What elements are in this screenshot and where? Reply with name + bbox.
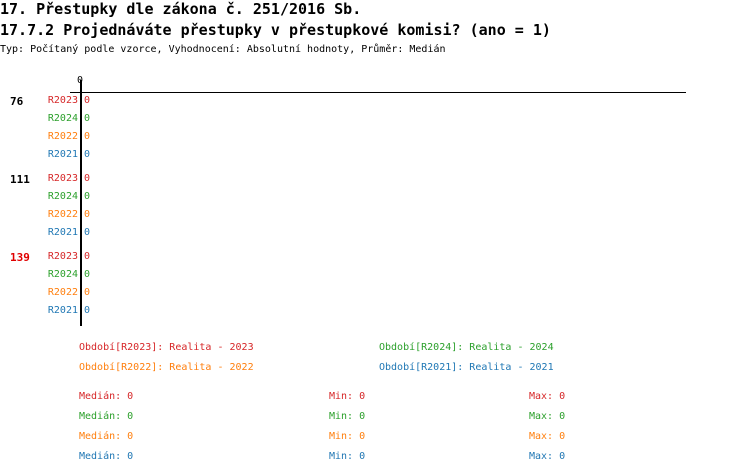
- series-label: R2024: [47, 269, 78, 280]
- chart-info: Typ: Počítaný podle vzorce, Vyhodnocení:…: [0, 44, 446, 55]
- stat-max: Max: 0: [529, 391, 566, 402]
- bar-value-label: 0: [84, 305, 91, 316]
- series-label: R2024: [47, 113, 78, 124]
- series-label: R2023: [47, 173, 78, 184]
- series-label: R2022: [47, 131, 78, 142]
- legend-item: Období[R2024]: Realita - 2024: [379, 342, 554, 353]
- stat-min: Min: 0: [329, 391, 366, 402]
- series-label: R2023: [47, 251, 78, 262]
- bar-value-label: 0: [84, 95, 91, 106]
- series-label: R2022: [47, 287, 78, 298]
- stat-min: Min: 0: [329, 411, 366, 422]
- bar-value-label: 0: [84, 251, 91, 262]
- category-label: 139: [10, 251, 30, 264]
- page-title: 17. Přestupky dle zákona č. 251/2016 Sb.: [0, 0, 362, 18]
- stat-max: Max: 0: [529, 451, 566, 462]
- bar-value-label: 0: [84, 113, 91, 124]
- legend-item: Období[R2021]: Realita - 2021: [379, 362, 554, 373]
- category-label: 111: [10, 173, 30, 186]
- series-label: R2023: [47, 95, 78, 106]
- bar-value-label: 0: [84, 287, 91, 298]
- x-tick-label: 0: [77, 75, 84, 86]
- legend-item: Období[R2022]: Realita - 2022: [79, 362, 254, 373]
- stat-max: Max: 0: [529, 411, 566, 422]
- question-title: 17.7.2 Projednáváte přestupky v přestupk…: [0, 21, 551, 39]
- category-label: 76: [10, 95, 24, 108]
- bar-value-label: 0: [84, 191, 91, 202]
- series-label: R2022: [47, 209, 78, 220]
- bar-value-label: 0: [84, 227, 91, 238]
- legend-item: Období[R2023]: Realita - 2023: [79, 342, 254, 353]
- bar-value-label: 0: [84, 173, 91, 184]
- stat-median: Medián: 0: [79, 451, 134, 462]
- series-label: R2021: [47, 305, 78, 316]
- series-label: R2021: [47, 149, 78, 160]
- series-label: R2021: [47, 227, 78, 238]
- stat-min: Min: 0: [329, 431, 366, 442]
- bar-value-label: 0: [84, 269, 91, 280]
- stat-median: Medián: 0: [79, 411, 134, 422]
- bar-value-label: 0: [84, 209, 91, 220]
- stat-median: Medián: 0: [79, 431, 134, 442]
- bar-value-label: 0: [84, 131, 91, 142]
- bar-value-label: 0: [84, 149, 91, 160]
- series-label: R2024: [47, 191, 78, 202]
- x-axis-line: [70, 92, 686, 93]
- y-axis-line: [80, 80, 82, 326]
- stat-max: Max: 0: [529, 431, 566, 442]
- stat-min: Min: 0: [329, 451, 366, 462]
- stat-median: Medián: 0: [79, 391, 134, 402]
